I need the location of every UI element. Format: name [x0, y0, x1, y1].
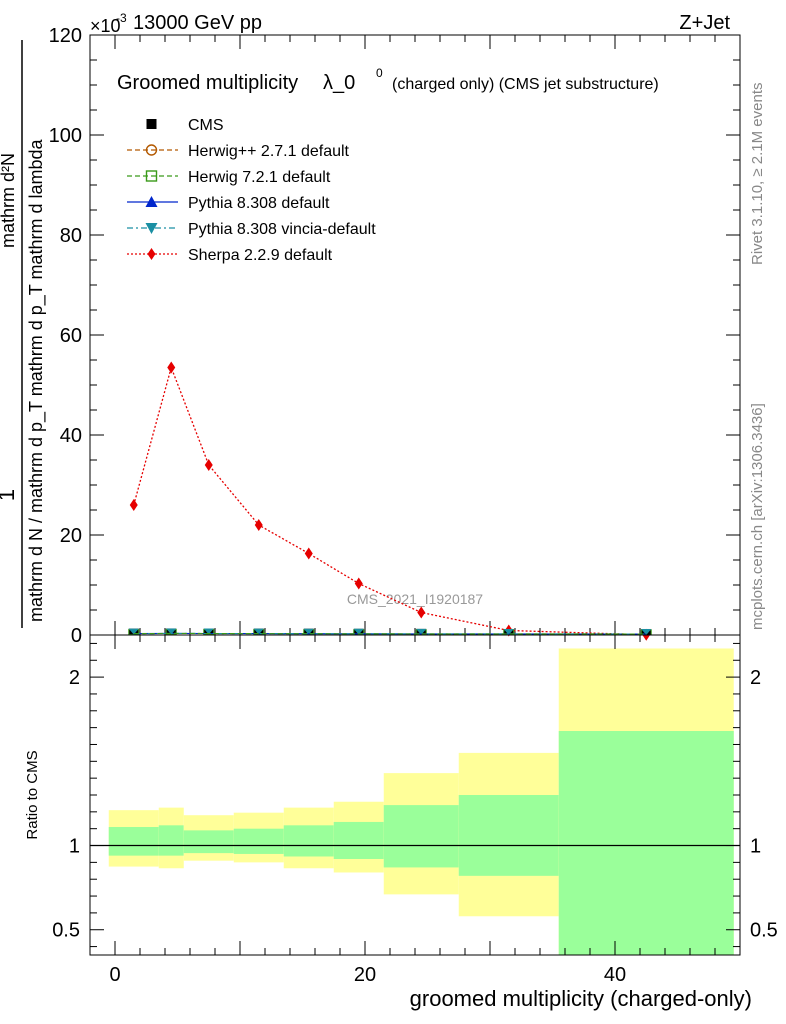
y-label-top: mathrm d²N [0, 153, 18, 248]
vincia-point [253, 628, 264, 635]
header-energy: 13000 GeV pp [133, 12, 262, 34]
y-tick-label: 0 [71, 625, 82, 647]
ratio-y-tick-label: 2 [69, 667, 80, 689]
legend-label-0: CMS [188, 117, 224, 134]
exponent-prefix: ×10 [90, 16, 121, 36]
plot-title-superscript: 0 [376, 66, 383, 80]
legend-marker-0 [146, 119, 157, 129]
y-tick-label: 20 [60, 525, 82, 547]
sherpa-point [417, 606, 426, 619]
sherpa-point [304, 547, 313, 560]
vincia-point [416, 628, 427, 635]
vincia-point [128, 628, 139, 635]
plot-title-main: Groomed multiplicity [117, 72, 298, 94]
y-tick-label: 120 [49, 25, 82, 47]
herwig7-line [133, 632, 647, 635]
legend-marker-5 [147, 248, 156, 260]
exponent-power: -3 [116, 11, 127, 25]
ratio-y-tick-label: 1 [69, 836, 80, 858]
legend-marker-4 [145, 223, 158, 234]
sherpa-point [204, 459, 213, 471]
legend: CMS Herwig++ 2.7.1 default Herwig 7.2.1 de… [127, 117, 376, 264]
ratio-y-tick-label-right: 1 [750, 836, 761, 858]
ratio-plot-frame [89, 634, 741, 956]
plot-title-paren: (charged only) (CMS jet substructure) [392, 76, 659, 93]
ratio-stat-band [233, 828, 284, 854]
legend-marker-2 [145, 170, 158, 182]
legend-marker-3 [145, 196, 158, 207]
sherpa-point [167, 361, 176, 374]
ratio-stat-band [283, 825, 334, 857]
plot-title-lambda: λ_0 [323, 72, 355, 94]
legend-label-2: Herwig 7.2.1 default [188, 169, 331, 186]
sherpa-line [133, 365, 647, 636]
y-label-numerator: 1 [0, 489, 19, 501]
legend-label-4: Pythia 8.308 vincia-default [188, 221, 376, 238]
y-tick-label: 100 [49, 125, 82, 147]
y-tick-label: 60 [60, 325, 82, 347]
legend-label-3: Pythia 8.308 default [188, 195, 330, 212]
y-label-denominator: mathrm d N / mathrm d p_T mathrm d p_T m… [26, 139, 47, 622]
mcplots-label: mcplots.cern.ch [arXiv:1306.3436] [749, 403, 766, 630]
legend-label-5: Sherpa 2.2.9 default [188, 247, 333, 264]
vincia-point [641, 628, 652, 635]
ratio-stat-band [383, 805, 459, 868]
x-tick-label: 40 [604, 964, 626, 986]
vincia-point [503, 628, 514, 635]
legend-marker-1 [145, 144, 158, 156]
vincia-point [166, 628, 177, 635]
x-axis-label: groomed multiplicity (charged-only) [410, 986, 752, 1011]
ratio-stat-band [158, 825, 184, 856]
vincia-point [353, 628, 364, 635]
ratio-stat-band [558, 731, 734, 955]
sherpa-point [254, 519, 263, 531]
main-plot-panel: 0 20 40 60 80 100 120 Groomed multiplicity λ_0… [0, 25, 741, 647]
rivet-version-label: Rivet 3.1.10, ≥ 2.1M events [749, 83, 766, 266]
vincia-point [203, 628, 214, 635]
ratio-y-tick-label: 0.5 [52, 920, 80, 942]
x-tick-label: 0 [109, 964, 120, 986]
ratio-stat-band [108, 827, 159, 856]
vincia-point [303, 628, 314, 635]
ratio-y-tick-label-right: 0.5 [750, 920, 778, 942]
ratio-y-tick-label-right: 2 [750, 667, 761, 689]
sherpa-point [129, 499, 138, 511]
y-tick-label: 80 [60, 225, 82, 247]
ratio-plot-panel: 0.5 0.51 12 20 20 40 Ratio to CMS groomed mul… [24, 634, 778, 1011]
ratio-stat-band [183, 830, 234, 854]
ratio-y-label: Ratio to CMS [24, 750, 41, 839]
sherpa-point [354, 577, 363, 590]
legend-label-1: Herwig++ 2.7.1 default [188, 143, 350, 160]
header-process: Z+Jet [679, 12, 730, 34]
x-tick-label: 20 [354, 964, 376, 986]
ratio-stat-band [458, 795, 559, 876]
y-tick-label: 40 [60, 425, 82, 447]
watermark-analysis-id: CMS_2021_I1920187 [347, 591, 483, 607]
ratio-stat-band [333, 821, 384, 859]
